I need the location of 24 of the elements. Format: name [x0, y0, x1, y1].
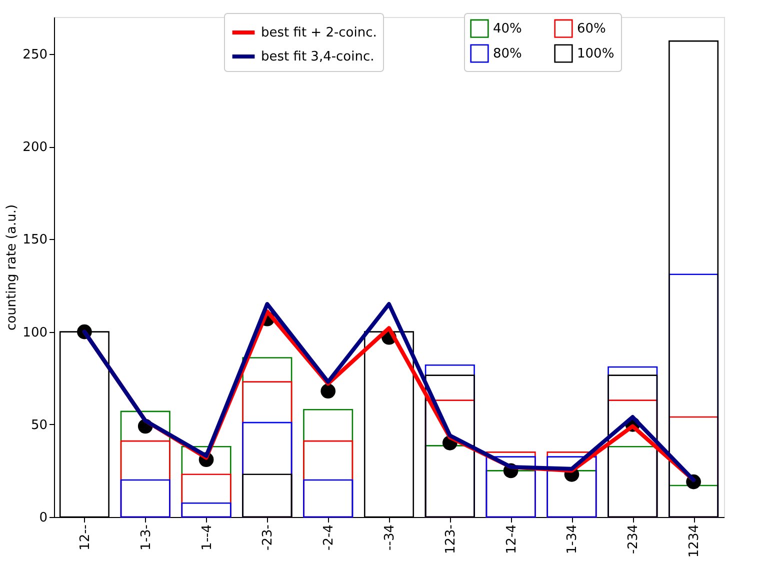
- x-tick-label: --34: [382, 524, 398, 550]
- y-tick-label: 50: [30, 418, 48, 433]
- y-tick-label: 200: [22, 140, 48, 156]
- y-tick-label: 150: [22, 232, 48, 248]
- x-tick-label: 12--: [78, 524, 93, 550]
- y-axis-title: counting rate (a.u.): [4, 204, 20, 331]
- x-tick-label: 1--4: [200, 524, 215, 550]
- x-tick-label: 12-4: [504, 524, 520, 554]
- y-tick-label: 0: [39, 510, 48, 526]
- legend-label: best fit + 2-coinc.: [261, 26, 377, 40]
- legend-label: 60%: [577, 22, 606, 37]
- y-tick-label: 100: [22, 325, 48, 340]
- x-tick-label: 1-34: [565, 524, 580, 554]
- x-tick-label: 1-3-: [138, 524, 154, 550]
- x-tick-label: -23-: [260, 524, 276, 550]
- x-tick-label: -234: [626, 524, 642, 554]
- legend-label: best fit 3,4-coinc.: [261, 50, 374, 64]
- legend-label: 100%: [577, 46, 614, 62]
- legend-label: 40%: [493, 22, 522, 37]
- y-tick-label: 250: [22, 48, 48, 63]
- x-tick-label: -2-4: [322, 524, 337, 550]
- x-tick-label: 123-: [443, 524, 458, 554]
- x-tick-label: 1234: [687, 524, 702, 558]
- legend-label: 80%: [493, 46, 522, 62]
